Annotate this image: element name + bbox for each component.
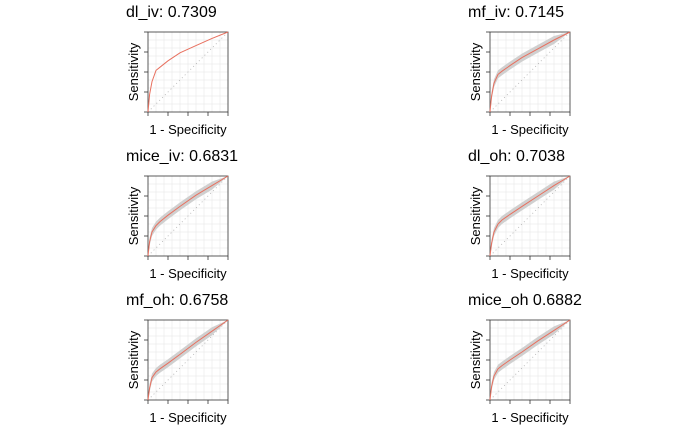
y-axis-label: Sensitivity (126, 330, 141, 389)
diagonal-reference-line (147, 319, 229, 401)
x-axis-label: 1 - Specificity (149, 266, 227, 281)
panel-title: mf_iv: 0.7145 (468, 4, 565, 21)
roc-panel-dl-iv: dl_iv: 0.7309 1 - Specificity Sensitivity (108, 0, 308, 140)
roc-panel-mice-iv: mice_iv: 0.6831 1 - Specificity Sensitivi… (108, 144, 308, 284)
y-axis-label: Sensitivity (468, 186, 483, 245)
grid-lines (148, 32, 228, 112)
diagonal-reference-line (147, 31, 229, 113)
roc-chart: 1 - Specificity Sensitivity (468, 319, 571, 425)
x-axis-label: 1 - Specificity (149, 410, 227, 425)
roc-curve (147, 31, 229, 113)
roc-chart: 1 - Specificity Sensitivity (126, 31, 229, 137)
confidence-band (490, 320, 570, 400)
confidence-band (490, 176, 570, 256)
panel-title: mice_iv: 0.6831 (126, 148, 239, 165)
roc-panel-mf-oh: mf_oh: 0.6758 1 - Specificity Sensitivity (108, 288, 308, 428)
y-axis-label: Sensitivity (468, 42, 483, 101)
y-axis-label: Sensitivity (126, 186, 141, 245)
panel-title: dl_oh: 0.7038 (468, 148, 565, 165)
roc-chart: 1 - Specificity Sensitivity (468, 175, 571, 281)
roc-panel-dl-oh: dl_oh: 0.7038 1 - Specificity Sensitivity (450, 144, 650, 284)
y-axis-label: Sensitivity (126, 42, 141, 101)
panel-title: mf_oh: 0.6758 (126, 292, 229, 309)
roc-curve (489, 319, 571, 401)
roc-panel-mice-oh: mice_oh 0.6882 1 - Specificity Sensitivit… (450, 288, 650, 428)
roc-chart: 1 - Specificity Sensitivity (126, 319, 229, 425)
roc-chart: 1 - Specificity Sensitivity (126, 175, 229, 281)
confidence-band (490, 32, 570, 112)
panel-title: dl_iv: 0.7309 (126, 4, 217, 21)
grid-lines (148, 320, 228, 400)
diagonal-reference-line (489, 319, 571, 401)
roc-panel-mf-iv: mf_iv: 0.7145 1 - Specificity Sensitivity (450, 0, 650, 140)
confidence-band (148, 176, 228, 256)
panel-title: mice_oh 0.6882 (468, 292, 582, 309)
x-axis-label: 1 - Specificity (149, 122, 227, 137)
roc-curve (147, 319, 229, 401)
roc-curve (147, 175, 229, 257)
x-axis-label: 1 - Specificity (491, 266, 569, 281)
diagonal-reference-line (489, 31, 571, 113)
roc-curve (489, 175, 571, 257)
roc-chart: 1 - Specificity Sensitivity (468, 31, 571, 137)
roc-curve (489, 31, 571, 113)
diagonal-reference-line (489, 175, 571, 257)
diagonal-reference-line (147, 175, 229, 257)
y-axis-label: Sensitivity (468, 330, 483, 389)
x-axis-label: 1 - Specificity (491, 410, 569, 425)
x-axis-label: 1 - Specificity (491, 122, 569, 137)
